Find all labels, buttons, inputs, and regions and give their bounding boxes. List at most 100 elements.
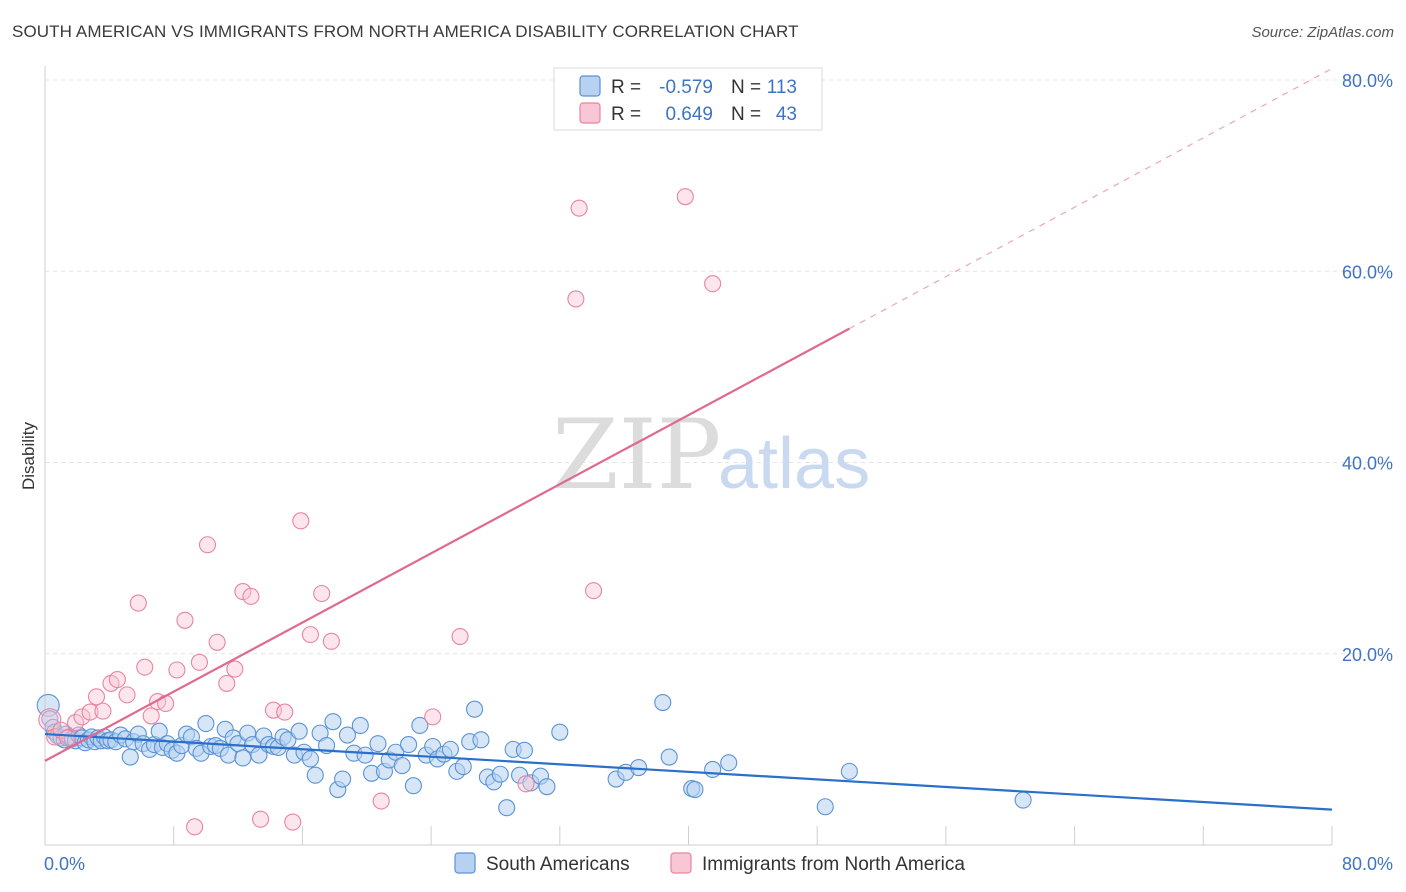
point-immigrants-north-america [186, 818, 204, 836]
point-immigrants-north-america [168, 661, 186, 679]
point-south-americans [472, 731, 490, 749]
point-south-americans [465, 700, 484, 718]
point-immigrants-north-america [176, 611, 194, 629]
y-tick-label: 40.0% [1342, 454, 1393, 474]
point-south-americans [306, 766, 324, 784]
point-south-americans [334, 770, 352, 788]
legend-n-value: 43 [776, 104, 797, 125]
point-immigrants-north-america [226, 660, 244, 678]
series-legend-label-immigrants: Immigrants from North America [702, 854, 965, 875]
point-immigrants-north-america [313, 584, 331, 603]
point-south-americans [411, 716, 429, 735]
source-label: Source: ZipAtlas.com [1251, 24, 1394, 41]
point-south-americans [351, 716, 369, 735]
point-south-americans [338, 726, 356, 744]
point-south-americans [393, 757, 411, 775]
point-south-americans [454, 758, 472, 776]
point-immigrants-north-america [94, 702, 112, 720]
point-south-americans [1014, 791, 1032, 809]
point-immigrants-north-america [372, 792, 390, 810]
trend-line-immigrants-extension [849, 67, 1333, 330]
point-south-americans [840, 762, 858, 780]
point-south-americans [660, 748, 678, 766]
series-legend-label-south-americans: South Americans [486, 854, 630, 875]
trend-line-south-americans [44, 732, 1333, 811]
x-tick-label: 80.0% [1342, 854, 1393, 874]
legend-n-label: N = [731, 104, 761, 125]
point-south-americans [498, 799, 516, 817]
point-immigrants-north-america [108, 671, 126, 689]
point-south-americans [704, 760, 722, 779]
point-south-americans [491, 765, 509, 783]
point-immigrants-north-america [704, 275, 722, 293]
legend-r-label: R = [611, 77, 641, 98]
trend-line-immigrants [44, 327, 850, 762]
legend-swatch-south-americans [579, 75, 601, 97]
point-south-americans [654, 693, 672, 712]
watermark: ZIP atlas [552, 399, 870, 511]
point-immigrants-north-america [73, 708, 91, 726]
axes [44, 66, 1333, 846]
point-immigrants-north-america [676, 188, 694, 206]
point-immigrants-north-america [190, 653, 208, 671]
point-immigrants-north-america [218, 674, 236, 692]
point-immigrants-north-america [136, 658, 154, 676]
point-immigrants-north-america [570, 199, 588, 217]
legend-r-value: 0.649 [665, 104, 713, 125]
point-south-americans [686, 780, 704, 799]
point-immigrants-north-america [242, 587, 260, 605]
y-tick-label: 60.0% [1342, 262, 1393, 282]
point-south-americans [301, 750, 319, 768]
point-immigrants-north-america [234, 583, 252, 601]
legend-r-label: R = [611, 104, 641, 125]
x-tick-label: 0.0% [44, 854, 85, 874]
point-south-americans [515, 741, 533, 759]
x-tick-labels: 0.0% 80.0% [44, 854, 1393, 874]
point-south-americans [197, 715, 215, 733]
point-immigrants-north-america [81, 703, 99, 721]
y-tick-label: 20.0% [1342, 645, 1393, 665]
y-axis-label: Disability [19, 421, 38, 490]
y-tick-labels: 20.0% 40.0% 60.0% 80.0% [1342, 71, 1393, 665]
chart-title: SOUTH AMERICAN VS IMMIGRANTS FROM NORTH … [12, 22, 799, 41]
point-immigrants-north-america [322, 632, 340, 650]
watermark-atlas: atlas [718, 424, 870, 504]
point-immigrants-north-america [58, 729, 77, 747]
point-immigrants-north-america [301, 626, 319, 644]
point-immigrants-north-america [46, 728, 64, 746]
point-south-americans [400, 736, 418, 754]
point-immigrants-north-america [276, 703, 294, 721]
point-south-americans [150, 722, 168, 740]
point-immigrants-north-america [87, 688, 106, 706]
point-south-americans [441, 740, 459, 758]
series-south-americans [36, 693, 1032, 817]
point-immigrants-north-america [208, 633, 226, 651]
trend-lines [44, 67, 1333, 811]
point-immigrants-north-america [292, 512, 310, 530]
series-legend: South Americans Immigrants from North Am… [454, 852, 965, 875]
point-south-americans [290, 722, 308, 740]
watermark-zip: ZIP [552, 399, 721, 511]
point-south-americans [369, 735, 387, 753]
legend-n-value: 113 [767, 77, 797, 98]
point-immigrants-north-america [424, 708, 442, 726]
y-tick-label: 80.0% [1342, 71, 1393, 91]
point-south-americans [324, 713, 342, 731]
point-immigrants-north-america [67, 714, 85, 732]
point-immigrants-north-america [517, 775, 535, 793]
point-immigrants-north-america [252, 810, 270, 828]
point-south-americans [551, 723, 569, 741]
legend-n-label: N = [731, 77, 761, 98]
point-south-americans [538, 778, 556, 796]
point-south-americans [356, 746, 374, 764]
legend-swatch-immigrants [579, 102, 601, 124]
stats-legend: R = -0.579 N = 113 R = 0.649 N = 43 [553, 67, 823, 131]
point-immigrants-north-america [129, 594, 147, 612]
point-immigrants-north-america [118, 686, 136, 704]
series-legend-swatch-immigrants [670, 852, 692, 874]
point-immigrants-north-america [585, 582, 603, 600]
point-south-americans [816, 798, 834, 816]
grid-lines [45, 79, 1392, 655]
point-south-americans [720, 754, 738, 772]
